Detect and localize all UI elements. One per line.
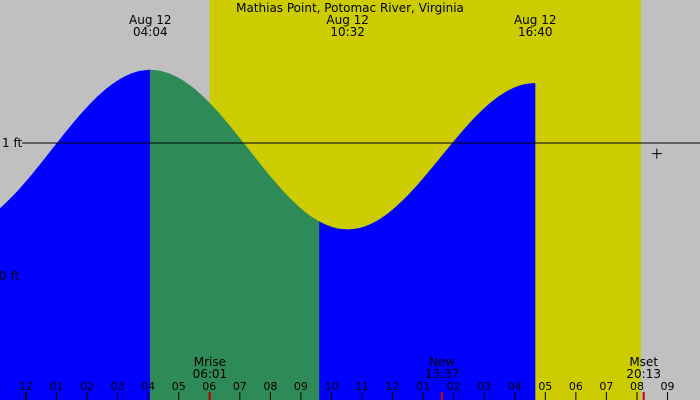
x-tick-label: 12 [19, 380, 33, 393]
x-tick-label: 08 [630, 380, 644, 393]
x-tick-label: 01 [50, 380, 64, 393]
rising-tide-area [319, 83, 536, 400]
x-tick-label: 04 [508, 380, 522, 393]
x-tick-label: 11 [355, 380, 369, 393]
x-tick-label: 09 [661, 380, 675, 393]
x-tick-label: 02 [447, 380, 461, 393]
extreme-time-label: 10:32 [330, 25, 365, 39]
x-tick-label: 09 [294, 380, 308, 393]
event-name-label: New [429, 355, 455, 369]
event-name-label: Mrise [194, 355, 226, 369]
event-name-label: Mset [629, 355, 658, 369]
x-tick-label: 06 [569, 380, 583, 393]
midnight-marker [24, 392, 27, 400]
x-tick-label: 07 [599, 380, 613, 393]
reference-line-label: 1 ft [2, 136, 22, 150]
x-tick-label: 12 [386, 380, 400, 393]
event-time-label: 06:01 [193, 367, 228, 381]
x-tick-label: 02 [80, 380, 94, 393]
rising-tide-area [0, 69, 151, 400]
extreme-date-label: Aug 12 [326, 13, 369, 27]
chart-title: Mathias Point, Potomac River, Virginia [236, 1, 464, 15]
event-time-label: 13:37 [425, 367, 460, 381]
x-tick-label: 08 [263, 380, 277, 393]
event-time-label: 20:13 [626, 367, 661, 381]
x-tick-label: 11 [0, 380, 2, 393]
x-tick-label: 10 [324, 380, 338, 393]
y-axis-label: 0 ft [0, 269, 19, 283]
falling-tide-area [150, 69, 348, 400]
x-tick-label: 07 [233, 380, 247, 393]
extreme-time-label: 16:40 [518, 25, 553, 39]
extreme-date-label: Aug 12 [514, 13, 557, 27]
extreme-date-label: Aug 12 [129, 13, 172, 27]
x-tick-label: 01 [416, 380, 430, 393]
x-tick-label: 03 [111, 380, 125, 393]
x-tick-label: 05 [538, 380, 552, 393]
x-tick-label: 03 [477, 380, 491, 393]
x-tick-label: 06 [202, 380, 216, 393]
extreme-time-label: 04:04 [133, 25, 168, 39]
x-tick-label: 05 [172, 380, 186, 393]
x-tick-label: 04 [141, 380, 155, 393]
